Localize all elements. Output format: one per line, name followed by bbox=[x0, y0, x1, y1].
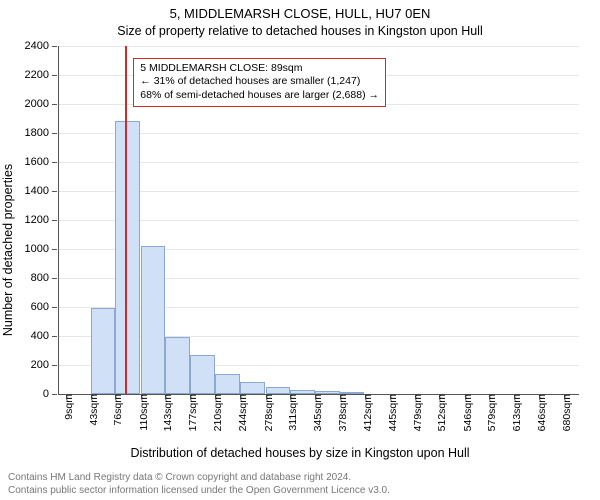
histogram-bar bbox=[290, 390, 315, 394]
x-tick-label: 278sqm bbox=[257, 394, 275, 431]
x-tick-label: 9sqm bbox=[57, 394, 75, 420]
annotation-line: 68% of semi-detached houses are larger (… bbox=[140, 89, 379, 103]
y-tick-label: 1000 bbox=[25, 243, 59, 255]
x-tick-label: 546sqm bbox=[456, 394, 474, 431]
y-tick-label: 200 bbox=[31, 359, 59, 371]
y-tick-label: 1400 bbox=[25, 185, 59, 197]
x-tick-label: 579sqm bbox=[480, 394, 498, 431]
y-tick-label: 1600 bbox=[25, 156, 59, 168]
x-tick-label: 646sqm bbox=[530, 394, 548, 431]
x-tick-label: 110sqm bbox=[132, 394, 150, 431]
footer-attribution: Contains HM Land Registry data © Crown c… bbox=[8, 472, 592, 497]
histogram-bar bbox=[215, 374, 240, 394]
y-tick-label: 1200 bbox=[25, 214, 59, 226]
chart-subtitle: Size of property relative to detached ho… bbox=[0, 24, 600, 38]
x-tick-label: 512sqm bbox=[430, 394, 448, 431]
x-tick-label: 43sqm bbox=[82, 394, 100, 426]
annotation-box: 5 MIDDLEMARSH CLOSE: 89sqm← 31% of detac… bbox=[133, 58, 386, 107]
subject-marker-line bbox=[125, 46, 127, 394]
histogram-bar bbox=[266, 387, 291, 394]
x-tick-label: 143sqm bbox=[156, 394, 174, 431]
x-tick-label: 210sqm bbox=[206, 394, 224, 431]
footer-line: Contains public sector information licen… bbox=[8, 485, 592, 498]
x-tick-label: 76sqm bbox=[106, 394, 124, 426]
x-tick-label: 445sqm bbox=[381, 394, 399, 431]
histogram-bar bbox=[141, 246, 166, 394]
y-tick-label: 400 bbox=[31, 330, 59, 342]
x-tick-label: 680sqm bbox=[555, 394, 573, 431]
histogram-bar bbox=[240, 382, 265, 394]
x-tick-label: 244sqm bbox=[231, 394, 249, 431]
histogram-bar bbox=[115, 121, 140, 394]
footer-line: Contains HM Land Registry data © Crown c… bbox=[8, 472, 592, 485]
annotation-line: 5 MIDDLEMARSH CLOSE: 89sqm bbox=[140, 62, 379, 76]
y-tick-label: 2400 bbox=[25, 40, 59, 52]
y-tick-label: 800 bbox=[31, 272, 59, 284]
x-tick-label: 345sqm bbox=[306, 394, 324, 431]
gridline bbox=[59, 46, 579, 47]
histogram-bar bbox=[91, 308, 116, 394]
x-tick-label: 177sqm bbox=[181, 394, 199, 431]
x-tick-label: 412sqm bbox=[356, 394, 374, 431]
x-tick-label: 613sqm bbox=[505, 394, 523, 431]
x-tick-label: 479sqm bbox=[406, 394, 424, 431]
x-tick-label: 311sqm bbox=[281, 394, 299, 431]
chart-title: 5, MIDDLEMARSH CLOSE, HULL, HU7 0EN bbox=[0, 6, 600, 21]
histogram-plot: 0200400600800100012001400160018002000220… bbox=[58, 46, 579, 395]
histogram-bar bbox=[340, 392, 365, 394]
histogram-bar bbox=[165, 337, 190, 394]
x-axis-label: Distribution of detached houses by size … bbox=[0, 446, 600, 460]
y-tick-label: 1800 bbox=[25, 127, 59, 139]
histogram-bar bbox=[315, 391, 340, 394]
y-tick-label: 2000 bbox=[25, 98, 59, 110]
x-tick-label: 378sqm bbox=[331, 394, 349, 431]
annotation-line: ← 31% of detached houses are smaller (1,… bbox=[140, 75, 379, 89]
histogram-bar bbox=[190, 355, 215, 394]
y-axis-label: Number of detached properties bbox=[1, 164, 15, 336]
y-tick-label: 2200 bbox=[25, 69, 59, 81]
y-tick-label: 600 bbox=[31, 301, 59, 313]
